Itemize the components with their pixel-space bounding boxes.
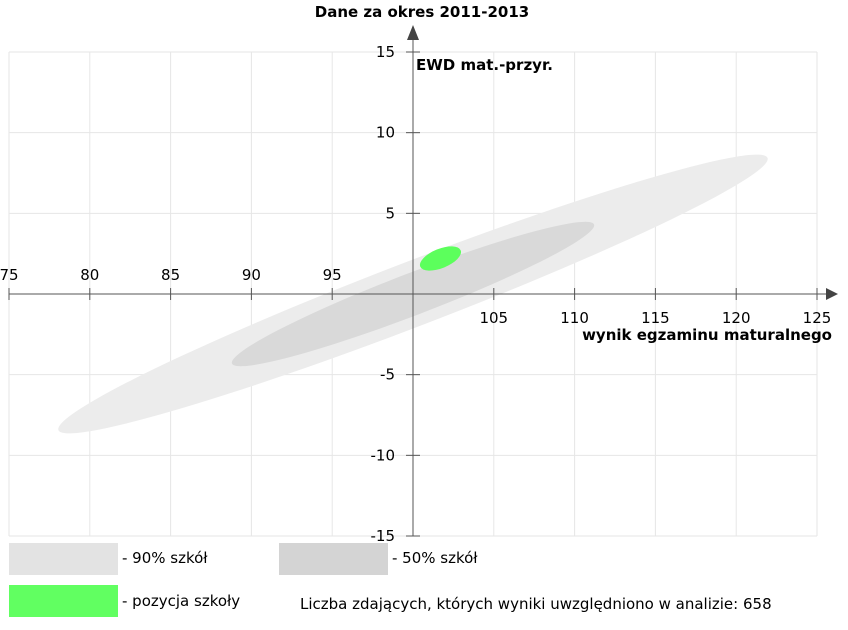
school-position [419,246,462,271]
legend-swatch-50 [279,543,388,575]
legend-label-90: - 90% szkół [122,549,208,567]
student-count-note: Liczba zdających, których wyniki uwzględ… [300,595,772,613]
y-axis-title: EWD mat.-przyr. [416,56,553,74]
x-tick-label-85: 85 [161,266,180,284]
legend-swatch-90 [9,543,118,575]
y-tick-label--15: -15 [371,527,396,545]
x-tick-label-110: 110 [560,309,589,327]
x-tick-label-105: 105 [479,309,508,327]
chart-title: Dane za okres 2011-2013 [315,3,529,21]
x-axis-title: wynik egzaminu maturalnego [582,326,832,344]
y-tick-label--10: -10 [371,446,396,464]
y-axis-arrow-icon [407,25,419,40]
x-axis-arrow-icon [826,288,838,300]
x-tick-label-90: 90 [242,266,261,284]
y-tick-label-10: 10 [376,124,395,142]
y-tick-label--5: -5 [380,366,395,384]
x-tick-label-95: 95 [323,266,342,284]
x-tick-label-115: 115 [641,309,670,327]
legend-label-school: - pozycja szkoły [122,592,241,610]
x-tick-label-125: 125 [803,309,832,327]
x-tick-label-75: 75 [0,266,19,284]
x-tick-label-120: 120 [722,309,751,327]
x-tick-label-80: 80 [80,266,99,284]
legend-label-50: - 50% szkół [392,549,478,567]
y-tick-label-15: 15 [376,43,395,61]
y-tick-label-5: 5 [385,204,395,222]
legend-swatch-school [9,585,118,617]
axes [9,25,838,536]
